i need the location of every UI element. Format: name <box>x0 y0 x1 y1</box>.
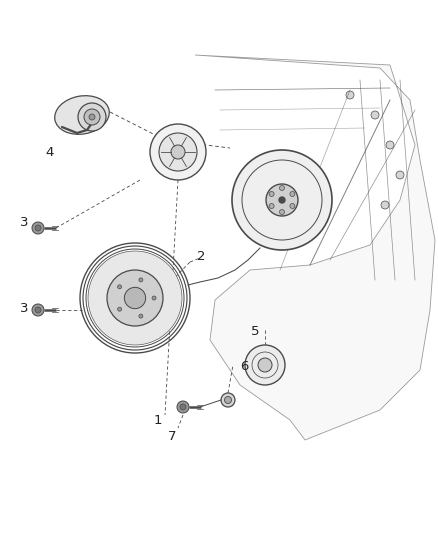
Text: 4: 4 <box>45 146 53 158</box>
Circle shape <box>107 270 163 326</box>
Circle shape <box>150 124 206 180</box>
Circle shape <box>117 285 122 289</box>
Circle shape <box>139 314 143 318</box>
Circle shape <box>32 304 44 316</box>
Text: 3: 3 <box>20 215 28 229</box>
Circle shape <box>177 401 189 413</box>
Circle shape <box>290 191 295 197</box>
Circle shape <box>225 397 232 403</box>
Text: 3: 3 <box>20 302 28 314</box>
Circle shape <box>381 201 389 209</box>
Circle shape <box>346 91 354 99</box>
Circle shape <box>279 197 285 203</box>
Ellipse shape <box>55 96 110 134</box>
Text: 2: 2 <box>197 251 205 263</box>
Polygon shape <box>195 55 435 440</box>
Circle shape <box>266 184 298 216</box>
Circle shape <box>35 307 41 313</box>
Circle shape <box>152 296 156 300</box>
Circle shape <box>386 141 394 149</box>
Circle shape <box>258 358 272 372</box>
Text: 5: 5 <box>251 325 259 338</box>
Circle shape <box>35 225 41 231</box>
Circle shape <box>279 209 285 214</box>
Circle shape <box>171 145 185 159</box>
Circle shape <box>221 393 235 407</box>
Circle shape <box>88 251 182 345</box>
Text: 1: 1 <box>154 414 162 426</box>
Circle shape <box>396 171 404 179</box>
Circle shape <box>159 133 197 171</box>
Circle shape <box>245 345 285 385</box>
Circle shape <box>89 114 95 120</box>
Text: 7: 7 <box>168 430 176 443</box>
Circle shape <box>124 287 146 309</box>
Circle shape <box>180 404 186 410</box>
Circle shape <box>139 278 143 282</box>
Text: 6: 6 <box>240 360 248 374</box>
Circle shape <box>232 150 332 250</box>
Circle shape <box>279 185 285 190</box>
Circle shape <box>84 109 100 125</box>
Circle shape <box>290 204 295 208</box>
Circle shape <box>117 307 122 311</box>
Circle shape <box>269 204 274 208</box>
Circle shape <box>32 222 44 234</box>
Circle shape <box>371 111 379 119</box>
Circle shape <box>269 191 274 197</box>
Circle shape <box>78 103 106 131</box>
